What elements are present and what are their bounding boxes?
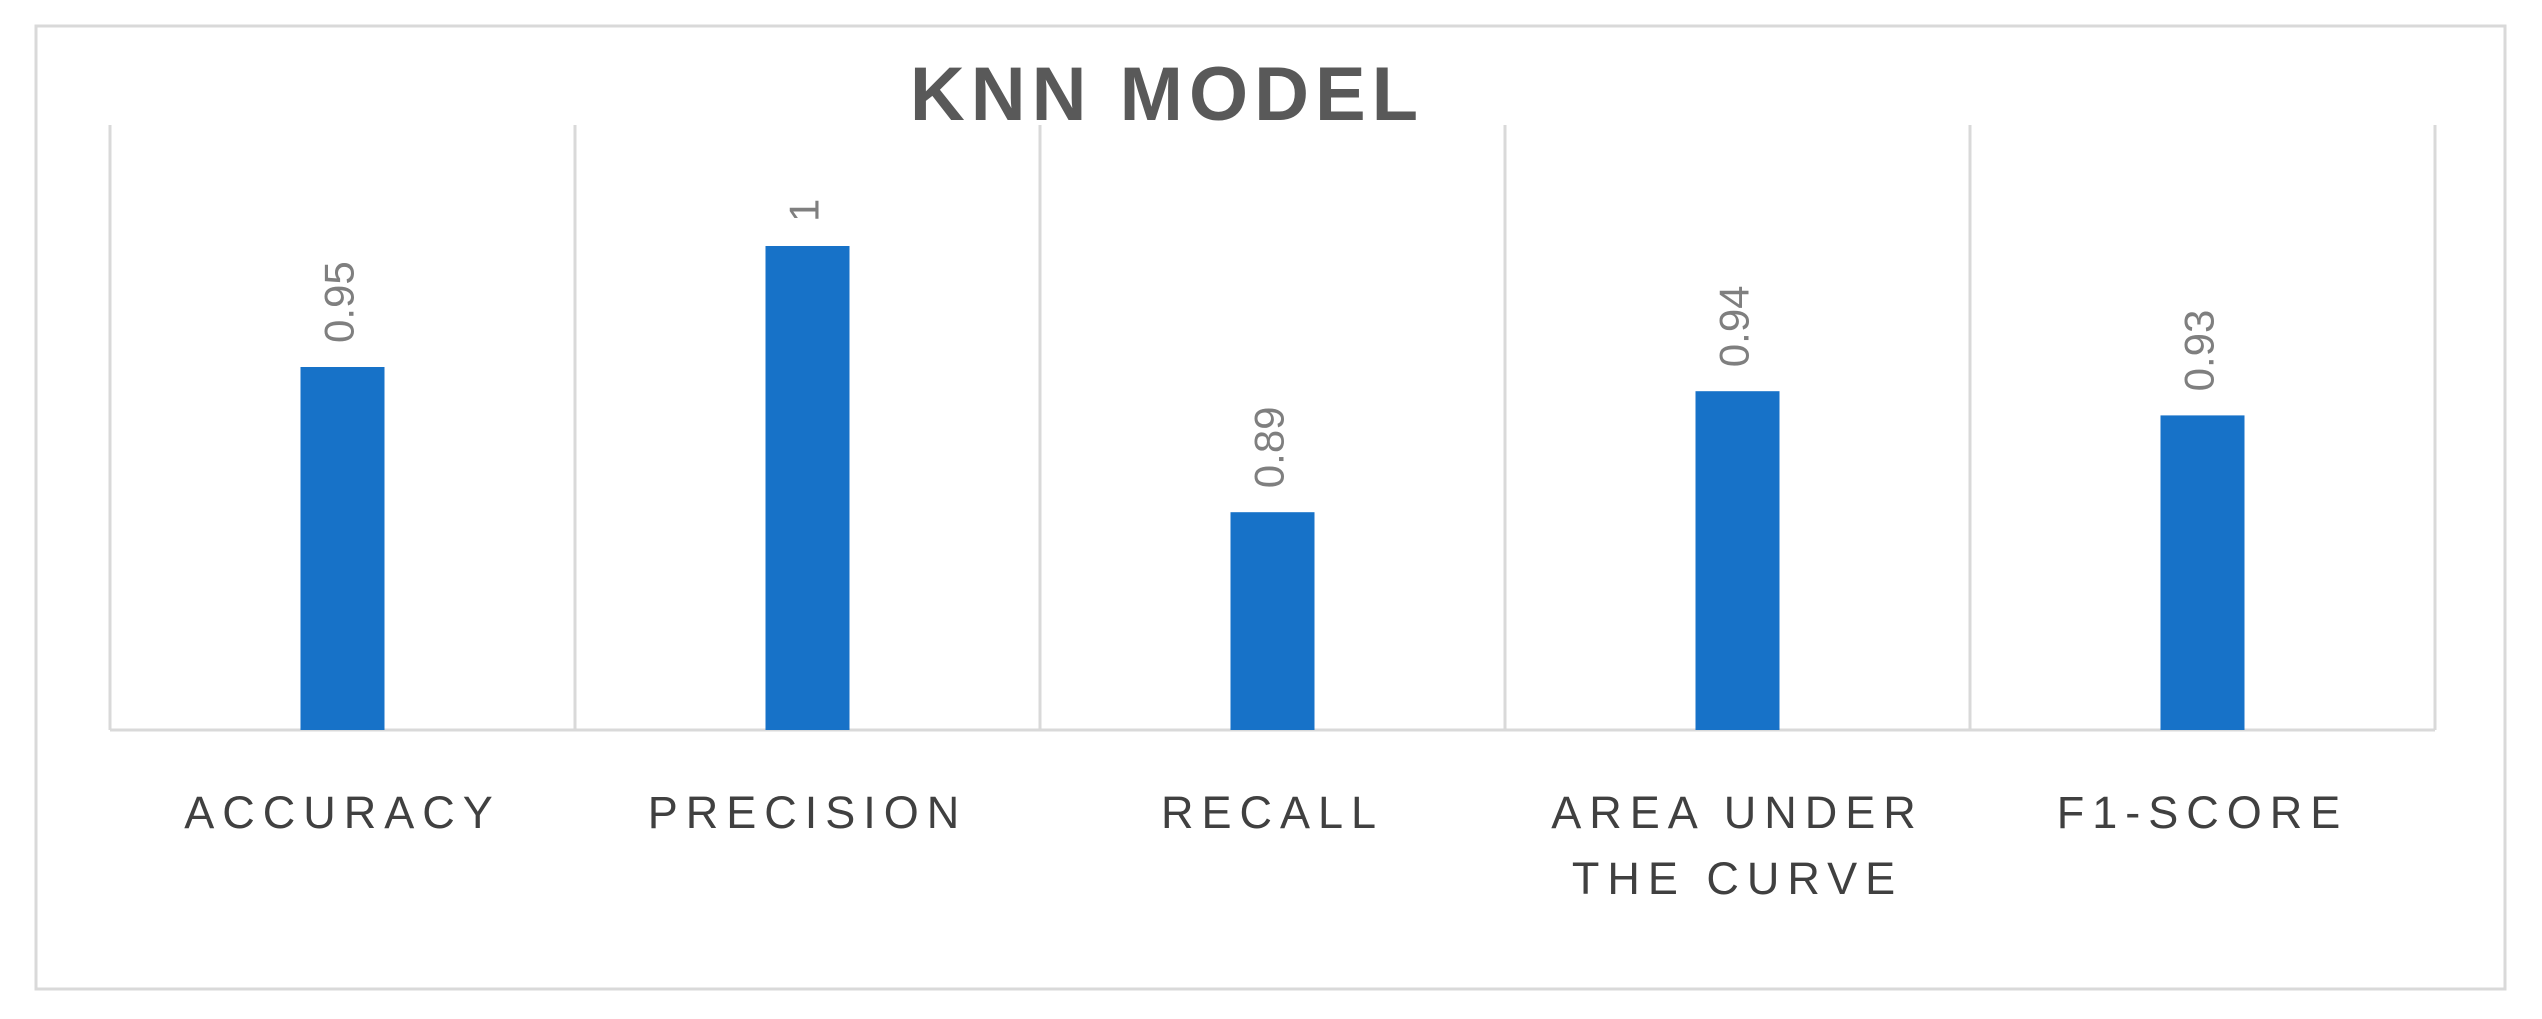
value-label: 1	[781, 199, 828, 222]
x-tick-label: ACCURACY	[184, 787, 501, 838]
bar	[300, 367, 385, 730]
chart-border	[34, 24, 2507, 991]
value-label: 0.94	[1711, 285, 1758, 367]
bar	[2160, 415, 2245, 730]
value-label: 0.93	[2176, 310, 2223, 392]
bar	[1230, 512, 1315, 730]
chart-title: KNN MODEL	[910, 52, 1424, 137]
bar	[1695, 391, 1780, 730]
value-label: 0.89	[1246, 406, 1293, 488]
x-tick-label: PRECISION	[647, 787, 968, 838]
x-tick-label: AREA UNDER THE CURVE	[1551, 787, 1924, 904]
x-tick-label: F1-SCORE	[2056, 787, 2349, 838]
value-label: 0.95	[316, 261, 363, 343]
bar	[765, 246, 850, 730]
x-tick-label: RECALL	[1160, 787, 1385, 838]
